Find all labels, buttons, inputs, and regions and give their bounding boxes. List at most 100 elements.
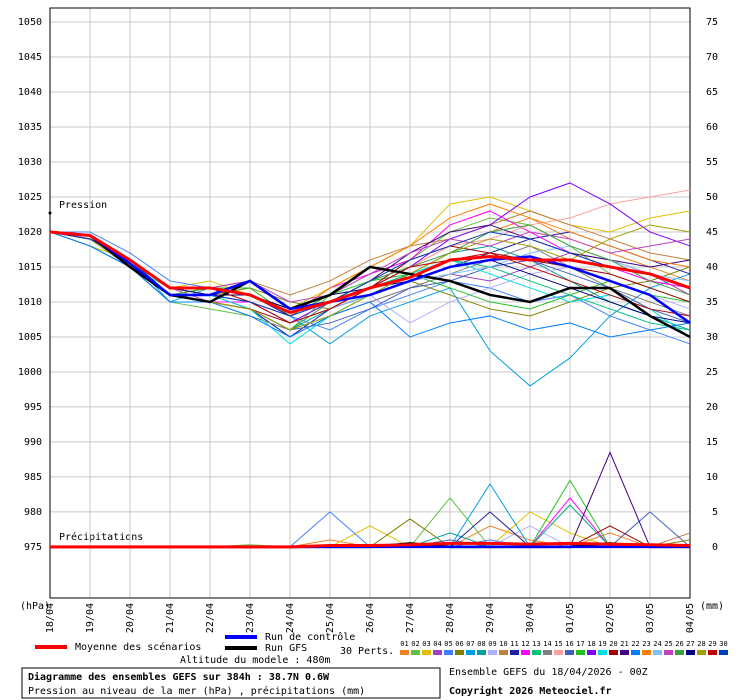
legend-swatch	[598, 650, 607, 655]
annotation: Précipitations	[59, 531, 143, 543]
legend-swatch	[411, 650, 420, 655]
legend-swatch	[433, 650, 442, 655]
legend-label: 17	[576, 640, 584, 648]
legend-swatch	[664, 650, 673, 655]
y2-tick-label: 10	[706, 472, 718, 483]
y2-tick-label: 55	[706, 157, 718, 168]
title-box	[21, 667, 441, 699]
legend-swatch	[488, 650, 497, 655]
legend-label: 12	[521, 640, 529, 648]
legend-swatch	[466, 650, 475, 655]
legend-label: 01	[400, 640, 408, 648]
x-tick-label: 22/04	[205, 603, 216, 633]
legend-swatch	[609, 650, 618, 655]
legend-swatch	[587, 650, 596, 655]
x-tick-label: 24/04	[285, 603, 296, 633]
legend-swatch	[455, 650, 464, 655]
legend-swatch	[719, 650, 728, 655]
pressure-line	[49, 231, 691, 387]
x-tick-label: 27/04	[405, 603, 416, 633]
perts-label: 30 Perts.	[340, 646, 394, 657]
legend-label: 27	[686, 640, 694, 648]
legend-label: 19	[598, 640, 606, 648]
legend-label: 13	[532, 640, 540, 648]
legend-label: Moyenne des scénarios	[75, 641, 201, 653]
legend-label: 15	[554, 640, 562, 648]
legend-swatch	[510, 650, 519, 655]
x-tick-label: 25/04	[325, 603, 336, 633]
legend-label: 25	[664, 640, 672, 648]
legend-label: 03	[422, 640, 430, 648]
legend-swatch	[642, 650, 651, 655]
x-tick-label: 21/04	[165, 603, 176, 633]
y-tick-label: 1045	[18, 52, 42, 63]
legend-swatch	[675, 650, 684, 655]
legend-swatch	[444, 650, 453, 655]
y-tick-label: 1015	[18, 262, 42, 273]
y-tick-label: 1030	[18, 157, 42, 168]
legend-label: 16	[565, 640, 573, 648]
legend-swatch	[521, 650, 530, 655]
x-tick-label: 19/04	[85, 603, 96, 633]
x-tick-label: 03/05	[645, 603, 656, 633]
y2-tick-label: 75	[706, 17, 718, 28]
y-tick-label: 980	[24, 507, 42, 518]
legend-label: 07	[466, 640, 474, 648]
legend-label: 24	[653, 640, 661, 648]
y-tick-label: 1020	[18, 227, 42, 238]
legend-swatch	[543, 650, 552, 655]
x-tick-label: 04/05	[685, 603, 696, 633]
y2-tick-label: 50	[706, 192, 718, 203]
y-tick-label: 975	[24, 542, 42, 553]
legend-label: 28	[697, 640, 705, 648]
legend-label: 10	[499, 640, 507, 648]
y2-tick-label: 5	[712, 507, 718, 518]
y-axis-label: (hPa)	[20, 601, 50, 612]
pressure-line	[49, 231, 691, 338]
legend-swatch	[400, 650, 409, 655]
legend-swatch	[565, 650, 574, 655]
y-tick-label: 1025	[18, 192, 42, 203]
x-tick-label: 18/04	[45, 603, 56, 633]
y-tick-label: 1005	[18, 332, 42, 343]
y2-tick-label: 60	[706, 122, 718, 133]
x-tick-label: 23/04	[245, 603, 256, 633]
legend-swatch	[631, 650, 640, 655]
legend-label: 23	[642, 640, 650, 648]
legend-label: 05	[444, 640, 452, 648]
precip-line	[50, 541, 691, 549]
copyright: Copyright 2026 Meteociel.fr	[449, 685, 612, 697]
legend-swatch	[653, 650, 662, 655]
legend-label: 29	[708, 640, 716, 648]
legend-label: 11	[510, 640, 518, 648]
x-tick-label: 26/04	[365, 603, 376, 633]
x-tick-label: 28/04	[445, 603, 456, 633]
legend-label: Run GFS	[265, 643, 307, 654]
legend-swatch	[499, 650, 508, 655]
y2-tick-label: 35	[706, 297, 718, 308]
legend-swatch	[620, 650, 629, 655]
legend-swatch	[554, 650, 563, 655]
y2-tick-label: 40	[706, 262, 718, 273]
annotation: Pression	[59, 200, 107, 211]
pressure-line	[49, 230, 691, 324]
legend-label: 18	[587, 640, 595, 648]
pressure-line	[49, 230, 691, 315]
y2-tick-label: 25	[706, 367, 718, 378]
legend-swatch	[477, 650, 486, 655]
legend-swatch	[532, 650, 541, 655]
legend-label: 20	[609, 640, 617, 648]
run-label: Ensemble GEFS du 18/04/2026 - 00Z	[449, 667, 648, 678]
legend-label: 22	[631, 640, 639, 648]
y2-axis-label: (mm)	[700, 601, 724, 612]
legend-swatch	[708, 650, 717, 655]
y-tick-label: 995	[24, 402, 42, 413]
chart-subtitle: Pression au niveau de la mer (hPa) , pré…	[28, 685, 365, 697]
y-tick-label: 1010	[18, 297, 42, 308]
y-tick-label: 1040	[18, 87, 42, 98]
y-tick-label: 1050	[18, 17, 42, 28]
chart-title: Diagramme des ensembles GEFS sur 384h : …	[28, 671, 330, 683]
x-tick-label: 02/05	[605, 603, 616, 633]
x-tick-label: 30/04	[525, 603, 536, 633]
